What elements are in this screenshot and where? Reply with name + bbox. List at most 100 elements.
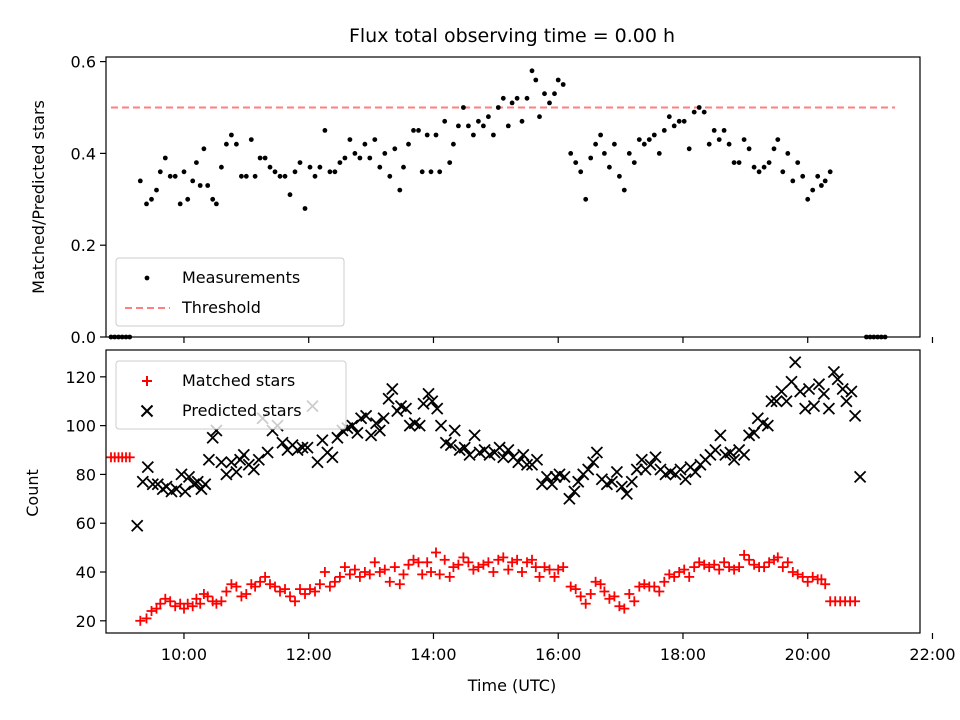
matched-stars-point — [329, 576, 340, 587]
predicted-stars-point — [399, 402, 413, 415]
legend-label-predicted-stars: Predicted stars — [182, 401, 302, 420]
predicted-stars-point — [141, 460, 154, 474]
measurement-point — [419, 169, 425, 175]
measurement-point — [162, 155, 168, 161]
predicted-stars-point — [191, 475, 204, 488]
measurement-point — [651, 132, 657, 138]
predicted-stars-point — [301, 441, 314, 454]
matched-stars-point — [260, 571, 271, 582]
matched-stars-point — [595, 579, 606, 590]
predicted-stars-point — [326, 451, 339, 464]
matched-stars-point — [165, 596, 176, 607]
measurement-point — [509, 100, 515, 106]
matched-stars-point — [684, 571, 695, 582]
matched-stars-point — [398, 569, 409, 580]
matched-stars-point — [295, 584, 305, 595]
matched-stars-point — [797, 571, 808, 582]
measurement-point — [302, 206, 308, 211]
predicted-stars-point — [794, 385, 807, 398]
measurement-point — [267, 164, 273, 170]
predicted-stars-point — [540, 470, 554, 484]
measurement-point — [411, 127, 416, 133]
bottom-x-axis-ticks: 10:00 12:00 14:00 16:00 18:00 20:00 22:00 — [161, 633, 956, 664]
measurement-point — [181, 169, 187, 175]
measurement-point — [519, 118, 525, 124]
matched-stars-point — [265, 579, 275, 590]
predicted-stars-point — [807, 399, 821, 413]
measurement-point — [785, 151, 791, 156]
predicted-stars-point — [770, 395, 783, 408]
measurement-point — [706, 141, 712, 147]
predicted-stars-point — [674, 463, 687, 476]
matched-stars-point — [374, 567, 385, 577]
matched-stars-point — [590, 576, 601, 587]
matched-stars-point — [772, 552, 783, 563]
measurement-point — [327, 169, 333, 175]
top-legend-box — [115, 257, 345, 327]
matched-stars-point — [334, 571, 345, 582]
matched-stars-point — [599, 586, 610, 597]
measurement-point — [696, 105, 702, 110]
measurement-point — [282, 173, 288, 179]
matched-stars-point — [431, 547, 441, 558]
bottom-x-tick-label: 20:00 — [785, 645, 831, 664]
matched-stars-point — [319, 567, 330, 577]
measurement-point — [332, 169, 338, 175]
matched-stars-point — [802, 576, 813, 587]
matched-stars-point — [300, 589, 310, 599]
matched-stars-point — [310, 586, 320, 597]
predicted-stars-point — [247, 463, 260, 476]
measurement-point — [588, 155, 594, 161]
matched-stars-point — [379, 564, 390, 575]
predicted-stars-point — [530, 453, 544, 466]
measurement-point — [602, 151, 607, 156]
predicted-stars-point — [377, 412, 390, 425]
predicted-stars-point — [331, 431, 344, 444]
matched-stars-point — [124, 452, 135, 463]
measurement-point — [593, 141, 598, 147]
predicted-stars-point — [761, 419, 774, 432]
predicted-stars-point — [179, 485, 192, 498]
predicted-stars-point — [831, 373, 844, 386]
measurement-point — [292, 169, 298, 175]
measurement-point — [392, 146, 398, 152]
predicted-stars-point — [431, 402, 444, 415]
measurement-point — [466, 123, 471, 129]
measurement-point — [210, 196, 216, 202]
bottom-y-axis-label: Count — [23, 469, 42, 517]
predicted-stars-point — [836, 382, 849, 396]
measurement-point — [671, 123, 677, 129]
predicted-stars-point — [615, 480, 628, 493]
measurement-point — [661, 127, 667, 133]
measurement-point — [631, 160, 637, 166]
measurement-point — [205, 183, 211, 188]
predicted-stars-point — [789, 356, 802, 369]
measurement-point — [272, 169, 278, 175]
top-plot-area: 0.0 0.2 0.4 0.6 — [71, 53, 934, 347]
matched-stars-point — [585, 589, 596, 599]
matched-stars-point — [694, 557, 705, 568]
legend-marker-matched-stars — [142, 376, 152, 386]
measurement-point — [372, 137, 378, 143]
measurement-point — [257, 155, 263, 161]
measurement-point — [447, 160, 453, 166]
predicted-stars-point — [261, 446, 274, 459]
matched-stars-point — [305, 584, 315, 595]
measurement-point — [243, 173, 249, 179]
matched-stars-point — [530, 562, 541, 573]
matched-stars-point — [782, 557, 793, 568]
matched-stars-point — [570, 584, 581, 595]
matched-stars-point — [216, 596, 227, 607]
matched-stars-point — [503, 564, 514, 575]
predicted-stars-point — [582, 463, 595, 476]
legend-label-measurements: Measurements — [182, 268, 300, 287]
matched-stars-point — [634, 581, 645, 592]
matched-stars-point — [473, 562, 484, 573]
predicted-stars-point — [136, 475, 149, 488]
predicted-stars-point — [276, 436, 289, 449]
matched-stars-point — [226, 579, 237, 590]
predicted-stars-point — [689, 465, 702, 479]
measurement-point — [137, 178, 143, 184]
predicted-stars-point — [649, 451, 662, 464]
